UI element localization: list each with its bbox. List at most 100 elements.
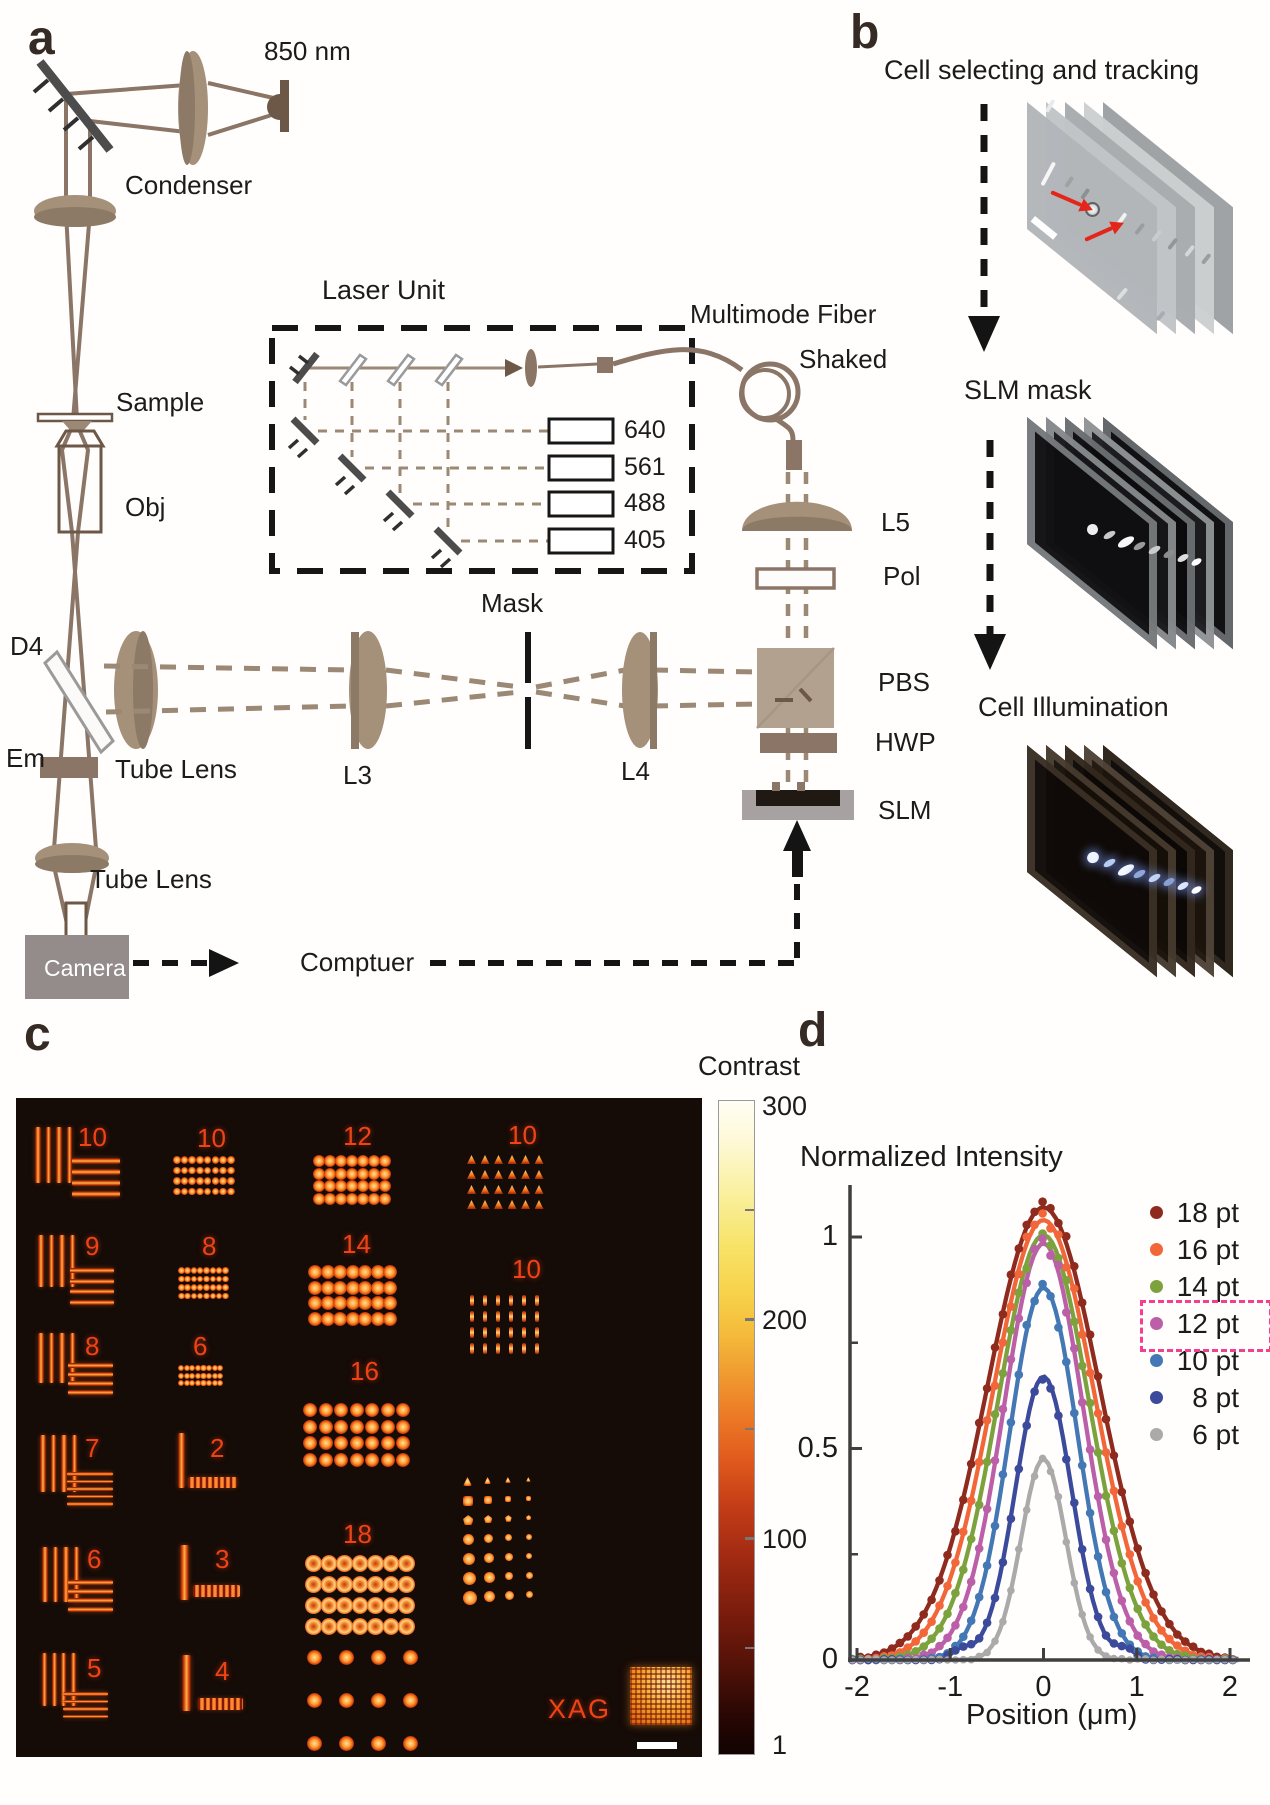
marker-16pt <box>903 1643 913 1652</box>
label-l3: L3 <box>343 760 372 790</box>
target-dot <box>206 1380 213 1387</box>
mirror-icon <box>32 59 114 153</box>
target-number: 10 <box>197 1123 226 1153</box>
target-dot <box>371 1693 387 1709</box>
target-dot <box>180 1156 189 1164</box>
marker-12pt <box>1038 1234 1047 1243</box>
target-vertical-bar <box>38 1235 44 1287</box>
marker-18pt <box>1157 1607 1166 1616</box>
target-dash <box>509 1343 513 1354</box>
target-dot <box>333 1296 348 1311</box>
target-dot <box>305 1555 322 1572</box>
target-number: 8 <box>202 1231 217 1261</box>
target-dot <box>351 1576 368 1593</box>
target-dot <box>184 1267 191 1274</box>
slm-mask-spot <box>1190 556 1203 568</box>
marker-12pt <box>943 1633 952 1643</box>
target-dot <box>370 1265 385 1280</box>
chart-xlabel: Position (μm) <box>966 1699 1138 1731</box>
target-dot <box>196 1187 204 1196</box>
target-dot <box>318 1436 333 1451</box>
target-dot <box>367 1618 384 1635</box>
marker-16pt <box>951 1558 960 1567</box>
target-dot <box>222 1275 229 1283</box>
label-mask: Mask <box>481 588 544 618</box>
marker-12pt <box>982 1504 992 1514</box>
emission-filter-icon <box>40 757 98 778</box>
target-dot <box>226 1177 235 1185</box>
target-dot <box>320 1280 335 1295</box>
marker-16pt <box>959 1527 968 1537</box>
target-shape-pent <box>463 1515 474 1526</box>
slm-mask-spot <box>1176 552 1190 564</box>
marker-10pt <box>1085 1508 1095 1518</box>
target-vertical-bar <box>38 1333 44 1383</box>
target-dot <box>188 1156 197 1164</box>
marker-16pt <box>943 1581 952 1591</box>
target-dot <box>188 1187 197 1196</box>
marker-12pt <box>1030 1245 1039 1254</box>
target-dash <box>535 1327 539 1338</box>
target-dot <box>173 1166 181 1175</box>
target-dot <box>196 1166 204 1175</box>
target-dot <box>335 1192 348 1205</box>
marker-18pt <box>1030 1207 1039 1217</box>
marker-8pt <box>1117 1641 1127 1651</box>
target-dot <box>368 1155 381 1168</box>
label-shaked: Shaked <box>799 344 888 374</box>
marker-8pt <box>1006 1514 1016 1523</box>
target-shape-sq <box>484 1496 492 1504</box>
target-dot <box>313 1180 326 1193</box>
target-dot <box>211 1166 220 1175</box>
marker-12pt <box>1117 1596 1127 1605</box>
target-dot <box>219 1166 227 1175</box>
target-dot <box>334 1419 349 1434</box>
cell-streak <box>1184 244 1195 257</box>
target-dot <box>200 1380 207 1387</box>
marker-14pt <box>1014 1288 1024 1297</box>
workflow-arrowhead-2 <box>974 634 1006 670</box>
x-tick-label: -1 <box>937 1671 964 1703</box>
slm-mask-spot <box>1084 521 1101 538</box>
target-triangle <box>467 1170 476 1179</box>
tube-lens-2-icon <box>35 843 109 873</box>
sample-icon <box>36 412 114 430</box>
label-sample: Sample <box>116 387 205 417</box>
marker-8pt <box>1077 1545 1087 1554</box>
target-triangle <box>534 1170 544 1179</box>
marker-10pt <box>1101 1587 1111 1597</box>
marker-6pt <box>1086 1633 1094 1641</box>
marker-14pt <box>1165 1646 1174 1655</box>
target-number: 16 <box>350 1356 379 1386</box>
target-number: 10 <box>508 1120 537 1150</box>
marker-16pt <box>1014 1269 1024 1279</box>
target-dot <box>379 1155 392 1168</box>
target-dash <box>509 1327 513 1338</box>
target-horizontal-bar <box>67 1494 113 1498</box>
target-dot <box>318 1419 333 1434</box>
legend-marker <box>1150 1317 1163 1330</box>
target-dot <box>196 1275 204 1283</box>
marker-16pt <box>919 1628 928 1637</box>
target-dot <box>200 1372 207 1379</box>
target-shape-circ <box>526 1534 532 1540</box>
target-dot <box>368 1167 381 1180</box>
target-horizontal-bar <box>68 1607 113 1612</box>
target-dot <box>336 1576 353 1593</box>
slm-mask-spot <box>1162 548 1176 560</box>
lens-850-icon <box>178 51 208 165</box>
marker-12pt <box>951 1621 960 1630</box>
colorbar-label: 100 <box>762 1524 808 1555</box>
label-tube-lens-1: Tube Lens <box>115 754 237 784</box>
target-dot <box>346 1192 359 1205</box>
target-dash <box>483 1327 487 1338</box>
marker-14pt <box>982 1457 992 1467</box>
target-vertical-bar <box>61 1435 67 1492</box>
marker-12pt <box>990 1456 1000 1465</box>
target-dot <box>333 1280 348 1295</box>
target-dash <box>522 1343 526 1354</box>
target-dot <box>383 1280 398 1295</box>
marker-10pt <box>1077 1461 1087 1470</box>
marker-10pt <box>1006 1418 1016 1427</box>
